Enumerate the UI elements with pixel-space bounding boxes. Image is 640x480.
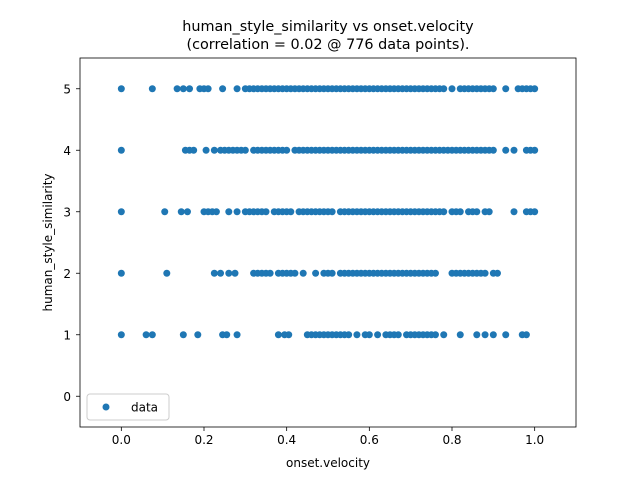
data-point: [233, 331, 241, 339]
legend-label: data: [131, 401, 158, 415]
data-point: [210, 146, 218, 154]
data-point: [493, 269, 501, 277]
data-point: [142, 331, 150, 339]
data-point: [531, 146, 539, 154]
x-tick-label: 0.4: [277, 433, 296, 447]
data-point: [365, 331, 373, 339]
x-tick-label: 0.8: [442, 433, 461, 447]
data-point: [522, 331, 530, 339]
data-point: [274, 331, 282, 339]
data-point: [233, 85, 241, 93]
data-point: [241, 146, 249, 154]
data-point: [231, 269, 239, 277]
data-point: [502, 85, 510, 93]
data-point: [312, 269, 320, 277]
data-point: [223, 331, 231, 339]
data-point: [489, 146, 497, 154]
data-point: [481, 269, 489, 277]
data-point: [456, 208, 464, 216]
data-point: [117, 331, 125, 339]
data-point: [431, 331, 439, 339]
data-point: [117, 208, 125, 216]
x-axis-label: onset.velocity: [286, 456, 370, 470]
data-point: [219, 85, 227, 93]
data-point: [117, 269, 125, 277]
y-axis-label: human_style_similarity: [41, 173, 55, 311]
data-point: [510, 208, 518, 216]
legend-marker: [102, 403, 110, 411]
data-point: [353, 331, 361, 339]
data-point: [299, 269, 307, 277]
y-tick-label: 1: [63, 328, 71, 342]
data-point: [531, 85, 539, 93]
x-tick-label: 0.2: [194, 433, 213, 447]
data-point: [440, 208, 448, 216]
data-point: [173, 85, 181, 93]
data-point: [345, 331, 353, 339]
data-point: [440, 331, 448, 339]
data-point: [440, 85, 448, 93]
data-point: [374, 331, 382, 339]
data-point: [179, 331, 187, 339]
y-tick-label: 2: [63, 267, 71, 281]
chart-title-line1: human_style_similarity vs onset.velocity: [182, 19, 474, 35]
data-point: [394, 331, 402, 339]
x-tick-label: 0.0: [112, 433, 131, 447]
data-point: [225, 269, 233, 277]
data-point: [204, 85, 212, 93]
data-point: [328, 208, 336, 216]
data-point: [186, 85, 194, 93]
data-point: [117, 85, 125, 93]
data-point: [431, 269, 439, 277]
legend-box: [86, 393, 170, 421]
data-point: [287, 208, 295, 216]
data-point: [212, 208, 220, 216]
data-point: [190, 146, 198, 154]
data-point: [117, 146, 125, 154]
data-point: [161, 208, 169, 216]
data-point: [328, 269, 336, 277]
data-point: [225, 208, 233, 216]
data-point: [210, 269, 218, 277]
y-tick-label: 5: [63, 82, 71, 96]
data-point: [194, 331, 202, 339]
data-point: [489, 331, 497, 339]
legend: data: [86, 393, 170, 421]
data-point: [148, 85, 156, 93]
data-point: [179, 85, 187, 93]
data-point: [148, 331, 156, 339]
data-point: [473, 331, 481, 339]
y-tick-label: 3: [63, 205, 71, 219]
plot-frame: [79, 57, 577, 428]
data-point: [531, 208, 539, 216]
data-point: [285, 331, 293, 339]
data-point: [177, 208, 185, 216]
y-tick-label: 0: [63, 390, 71, 404]
data-point: [473, 208, 481, 216]
data-point: [183, 208, 191, 216]
data-point: [510, 146, 518, 154]
data-points: [117, 85, 539, 339]
data-point: [202, 146, 210, 154]
data-point: [283, 146, 291, 154]
data-point: [291, 269, 299, 277]
data-point: [163, 269, 171, 277]
data-point: [485, 208, 493, 216]
x-tick-label: 0.6: [360, 433, 379, 447]
data-point: [233, 208, 241, 216]
y-tick-label: 4: [63, 144, 71, 158]
data-point: [481, 331, 489, 339]
data-point: [266, 269, 274, 277]
axis-ticks: 0.0 0.2 0.4 0.6 0.8 1.0 0 1 2 3 4 5: [63, 82, 544, 447]
data-point: [262, 208, 270, 216]
data-point: [502, 331, 510, 339]
data-point: [217, 269, 225, 277]
data-point: [456, 331, 464, 339]
chart-title-line2: (correlation = 0.02 @ 776 data points).: [186, 37, 469, 53]
x-tick-label: 1.0: [525, 433, 544, 447]
data-point: [489, 85, 497, 93]
data-point: [502, 146, 510, 154]
data-point: [448, 85, 456, 93]
